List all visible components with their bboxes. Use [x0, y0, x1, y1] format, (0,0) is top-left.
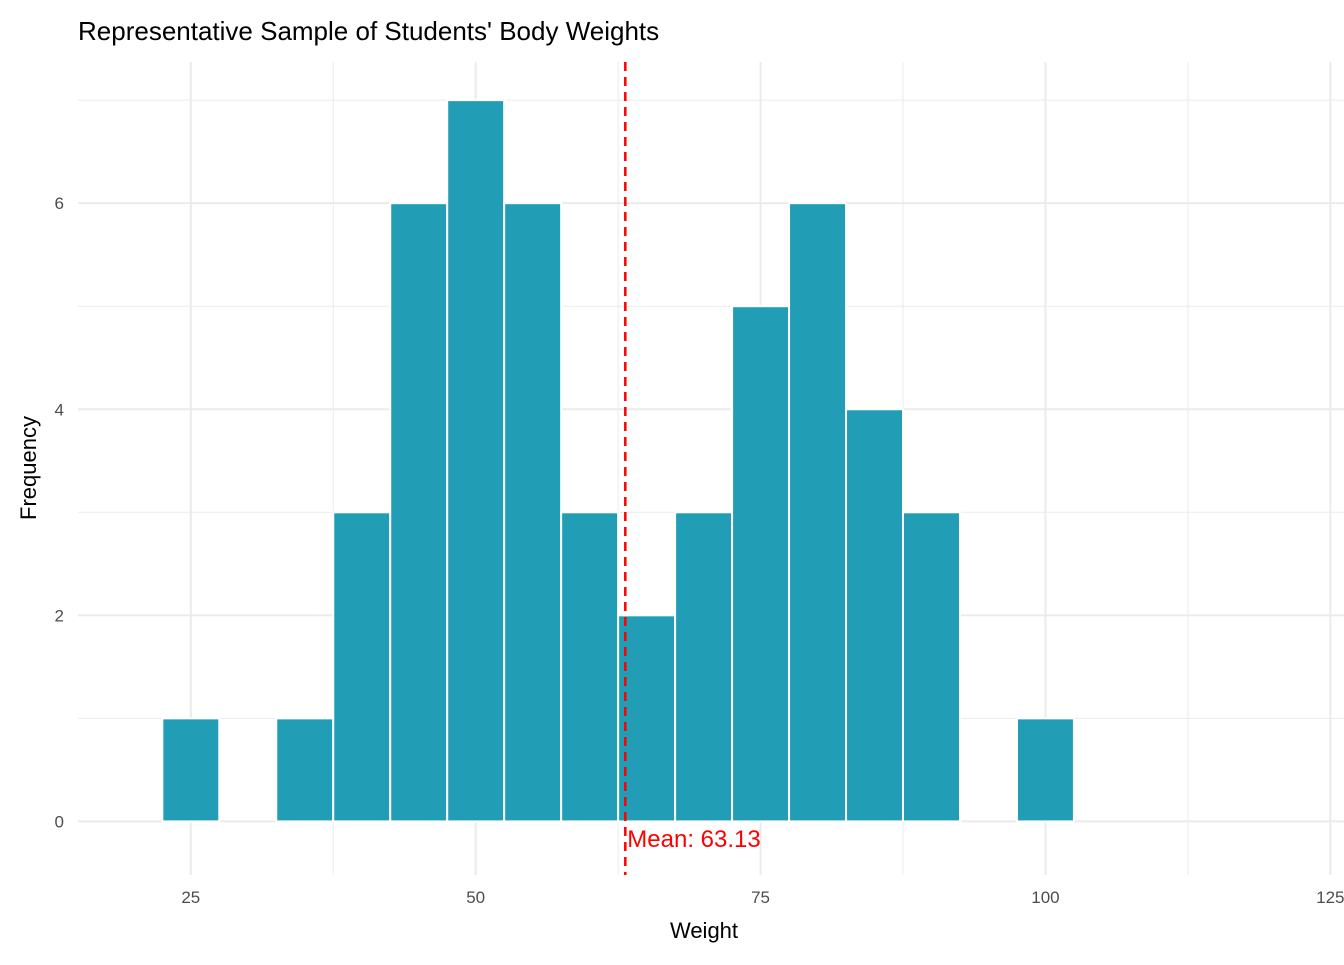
histogram-bar: [617, 614, 677, 823]
y-tick-label: 4: [55, 400, 64, 419]
histogram-bar: [446, 99, 506, 823]
histogram-bar: [503, 202, 563, 823]
histogram-bar: [560, 511, 620, 823]
histogram-bar: [788, 202, 848, 823]
histogram-bar: [275, 717, 335, 823]
x-axis-label: Weight: [670, 918, 738, 943]
histogram-bar: [332, 511, 392, 823]
histogram-bar: [845, 408, 905, 823]
tick-labels: 25 50 75 100 125 0 2 4 6: [55, 194, 1344, 907]
y-axis-label: Frequency: [16, 416, 41, 520]
y-tick-label: 0: [55, 812, 64, 831]
x-tick-label: 50: [466, 888, 485, 907]
x-tick-label: 25: [181, 888, 200, 907]
mean-line-group: Mean: 63.13: [624, 62, 761, 875]
y-tick-label: 6: [55, 194, 64, 213]
histogram-bar: [674, 511, 734, 823]
y-tick-label: 2: [55, 606, 64, 625]
chart-title: Representative Sample of Students' Body …: [78, 16, 659, 46]
histogram-bar: [389, 202, 449, 823]
x-tick-label: 75: [751, 888, 770, 907]
histogram-bar: [731, 305, 791, 823]
histogram-bar: [1015, 717, 1075, 823]
histogram-bar: [902, 511, 961, 823]
histogram-bar: [161, 717, 221, 823]
bars: [161, 99, 1075, 823]
x-tick-label: 100: [1031, 888, 1059, 907]
x-tick-label: 125: [1316, 888, 1344, 907]
mean-label: Mean: 63.13: [627, 826, 760, 853]
